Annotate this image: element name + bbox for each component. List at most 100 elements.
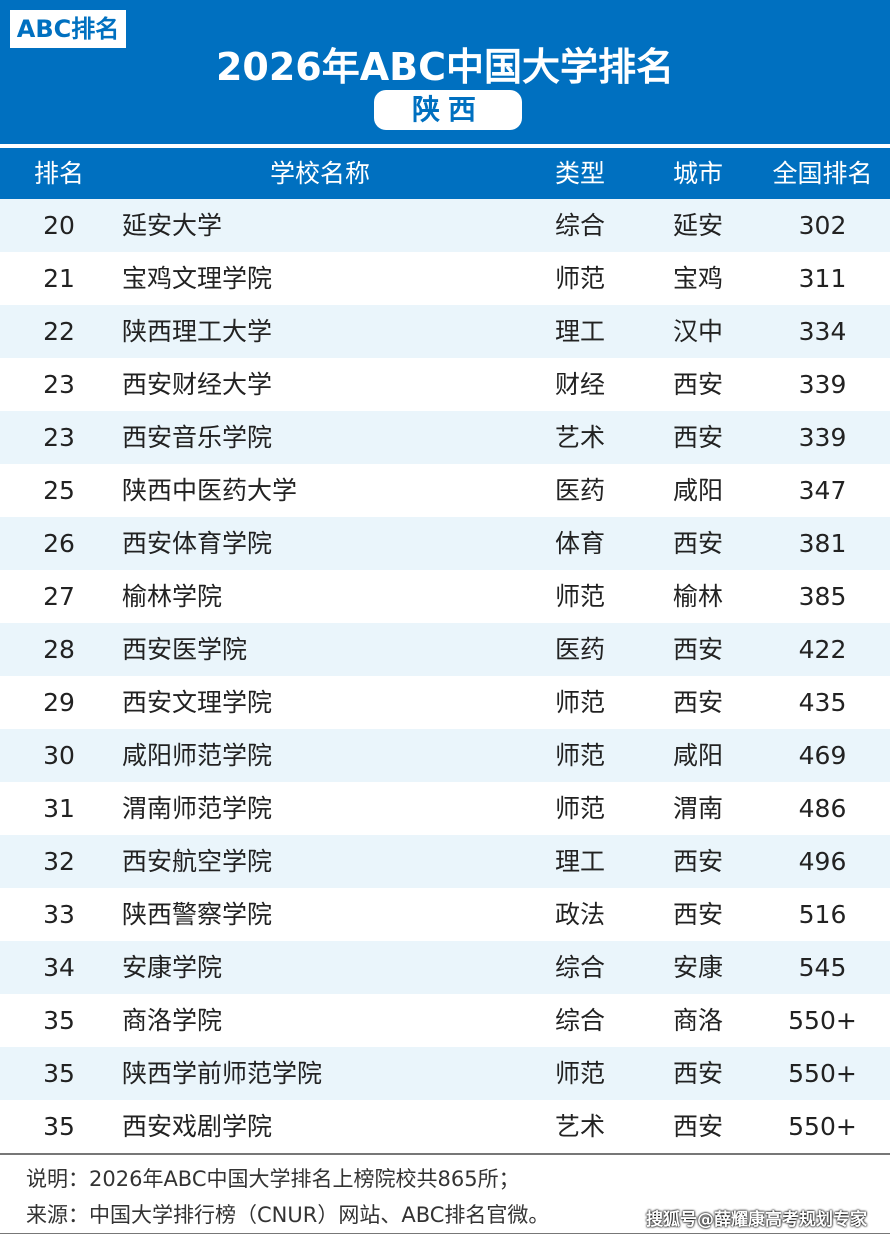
cell-national-rank: 339 [798,423,847,452]
cell-rank: 31 [43,794,75,823]
cell-national-rank: 385 [798,582,847,611]
logo: ABC排名 [10,10,126,48]
cell-school: 西安音乐学院 [122,423,273,452]
cell-type: 综合 [554,953,605,982]
cell-city: 汉中 [672,317,723,346]
col-school: 学校名称 [269,159,370,188]
cell-city: 西安 [672,688,723,717]
cell-national-rank: 469 [798,741,847,770]
table-row: 22 陕西理工大学 理工 汉中 334 [0,305,890,358]
cell-type: 师范 [554,1059,605,1088]
cell-school: 西安文理学院 [122,688,273,717]
cell-national-rank: 381 [798,529,847,558]
cell-school: 商洛学院 [122,1006,223,1035]
cell-national-rank: 339 [798,370,847,399]
cell-rank: 23 [43,423,75,452]
cell-type: 医药 [554,476,605,505]
cell-city: 安康 [672,953,723,982]
watermark: 搜狐号@薛耀康高考规划专家 [646,1210,867,1230]
table-row: 25 陕西中医药大学 医药 咸阳 347 [0,464,890,517]
cell-national-rank: 347 [798,476,847,505]
cell-national-rank: 550+ [788,1112,857,1141]
cell-type: 艺术 [554,423,605,452]
cell-city: 西安 [672,847,723,876]
cell-school: 陕西理工大学 [122,317,273,346]
cell-city: 延安 [672,211,723,240]
page-title: 2026年ABC中国大学排名 [215,45,675,89]
cell-type: 综合 [554,211,605,240]
cell-school: 渭南师范学院 [122,794,273,823]
table-row: 23 西安财经大学 财经 西安 339 [0,358,890,411]
cell-school: 延安大学 [122,211,223,240]
cell-type: 理工 [554,847,605,876]
cell-type: 师范 [554,741,605,770]
cell-national-rank: 496 [798,847,847,876]
col-rank: 排名 [33,159,84,188]
cell-city: 商洛 [672,1006,723,1035]
table-row: 34 安康学院 综合 安康 545 [0,941,890,994]
cell-type: 师范 [554,688,605,717]
cell-rank: 21 [43,264,75,293]
table-row: 35 西安戏剧学院 艺术 西安 550+ [0,1100,890,1153]
cell-rank: 33 [43,900,75,929]
cell-city: 西安 [672,529,723,558]
footer: 说明：2026年ABC中国大学排名上榜院校共865所； 来源：中国大学排行榜（C… [0,1153,890,1234]
cell-city: 西安 [672,900,723,929]
cell-rank: 27 [43,582,75,611]
cell-rank: 28 [43,635,75,664]
cell-city: 榆林 [672,582,723,611]
cell-national-rank: 486 [798,794,847,823]
cell-type: 综合 [554,1006,605,1035]
cell-city: 西安 [672,1059,723,1088]
cell-rank: 26 [43,529,75,558]
table-row: 27 榆林学院 师范 榆林 385 [0,570,890,623]
cell-type: 政法 [554,900,605,929]
cell-city: 西安 [672,1112,723,1141]
cell-rank: 20 [43,211,75,240]
table-row: 21 宝鸡文理学院 师范 宝鸡 311 [0,252,890,305]
cell-school: 西安航空学院 [122,847,273,876]
cell-rank: 34 [43,953,75,982]
table-row: 23 西安音乐学院 艺术 西安 339 [0,411,890,464]
cell-rank: 35 [43,1006,75,1035]
cell-type: 理工 [554,317,605,346]
table-row: 31 渭南师范学院 师范 渭南 486 [0,782,890,835]
cell-national-rank: 550+ [788,1059,857,1088]
table-row: 30 咸阳师范学院 师范 咸阳 469 [0,729,890,782]
table-row: 20 延安大学 综合 延安 302 [0,199,890,252]
cell-city: 宝鸡 [672,264,723,293]
cell-type: 医药 [554,635,605,664]
table-row: 32 西安航空学院 理工 西安 496 [0,835,890,888]
table-row: 35 商洛学院 综合 商洛 550+ [0,994,890,1047]
cell-rank: 30 [43,741,75,770]
table-row: 33 陕西警察学院 政法 西安 516 [0,888,890,941]
cell-national-rank: 302 [798,211,847,240]
cell-national-rank: 311 [798,264,847,293]
cell-type: 财经 [554,370,605,399]
province-badge: 陕西 [374,90,522,130]
cell-national-rank: 422 [798,635,847,664]
cell-school: 西安财经大学 [122,370,273,399]
table-row: 35 陕西学前师范学院 师范 西安 550+ [0,1047,890,1100]
cell-school: 西安医学院 [122,635,248,664]
table-row: 28 西安医学院 医药 西安 422 [0,623,890,676]
cell-city: 西安 [672,370,723,399]
cell-city: 西安 [672,635,723,664]
footer-source: 来源：中国大学排行榜（CNUR）网站、ABC排名官微。 [26,1203,550,1227]
cell-rank: 23 [43,370,75,399]
cell-rank: 22 [43,317,75,346]
cell-school: 陕西学前师范学院 [122,1059,323,1088]
table-row: 26 西安体育学院 体育 西安 381 [0,517,890,570]
cell-school: 陕西中医药大学 [122,476,298,505]
col-type: 类型 [554,159,605,188]
cell-type: 体育 [554,529,605,558]
cell-school: 咸阳师范学院 [122,741,273,770]
col-national-rank: 全国排名 [772,159,873,188]
cell-rank: 35 [43,1059,75,1088]
cell-rank: 35 [43,1112,75,1141]
cell-rank: 29 [43,688,75,717]
cell-national-rank: 516 [798,900,847,929]
cell-city: 咸阳 [672,741,723,770]
cell-type: 师范 [554,794,605,823]
cell-school: 西安戏剧学院 [122,1112,273,1141]
